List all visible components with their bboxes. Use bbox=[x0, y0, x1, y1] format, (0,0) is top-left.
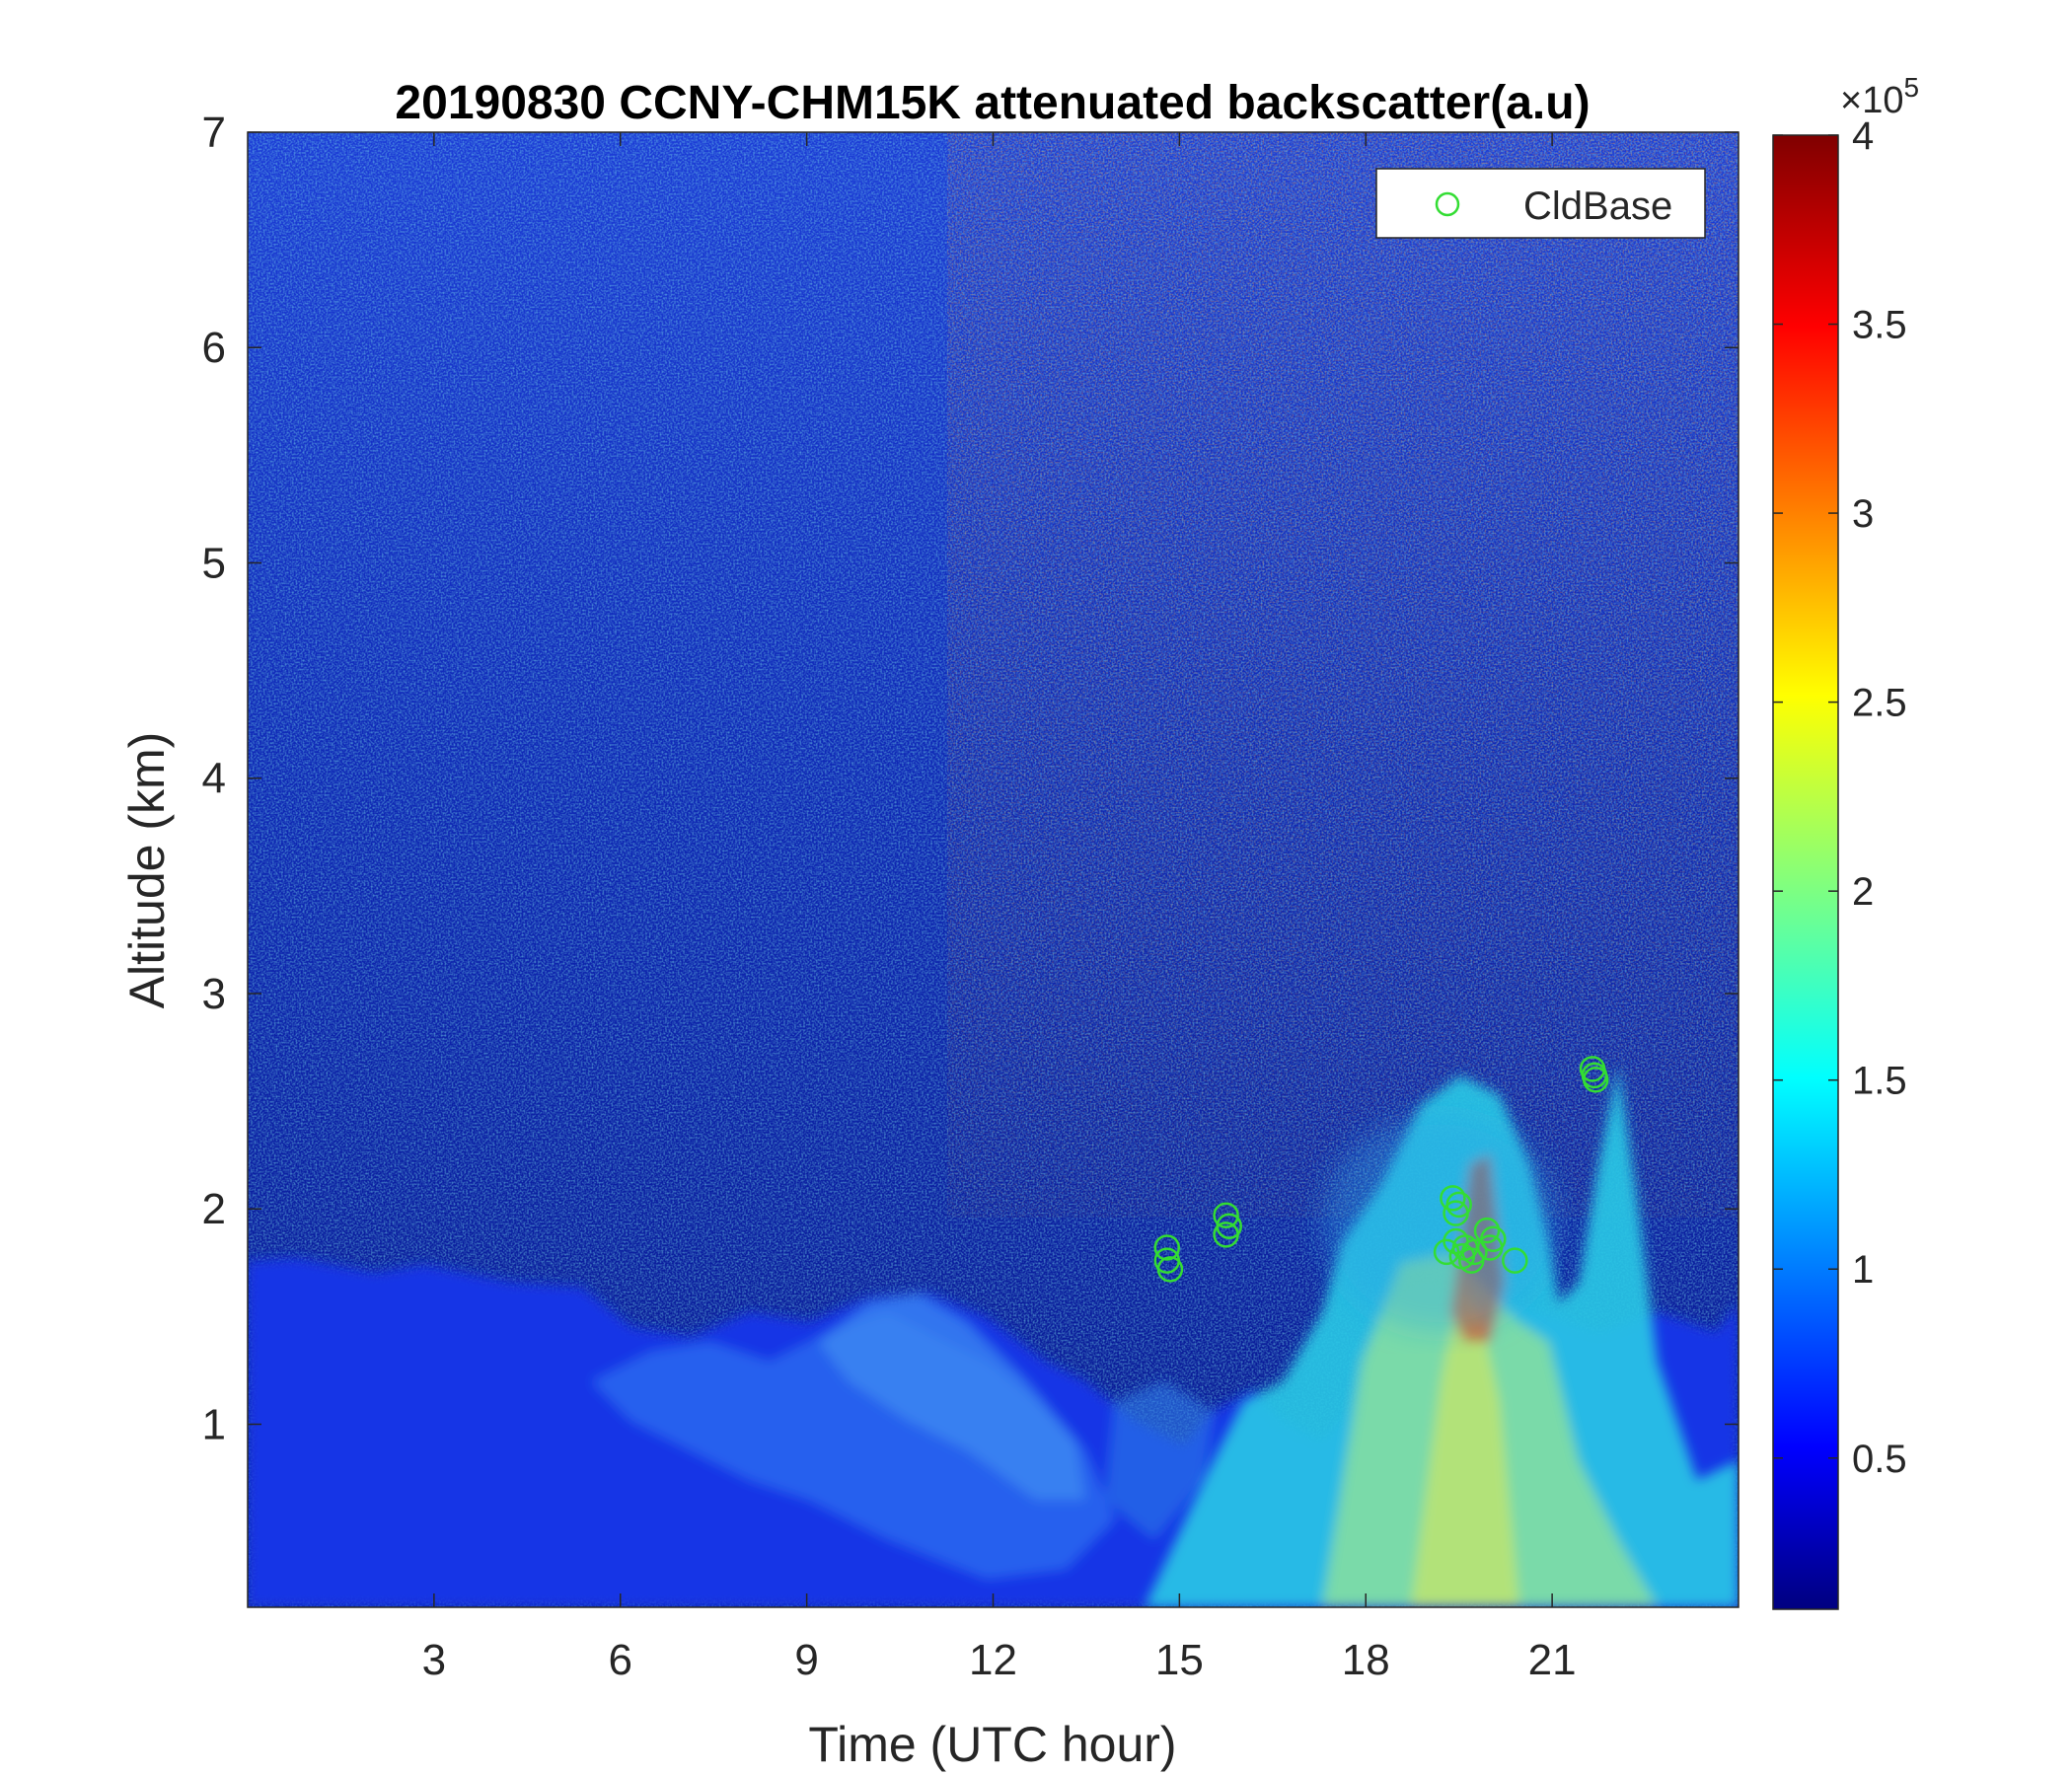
y-tick-label: 7 bbox=[202, 109, 226, 157]
legend-label: CldBase bbox=[1523, 185, 1672, 228]
y-tick-label: 5 bbox=[202, 539, 226, 587]
x-tick-label: 15 bbox=[1155, 1636, 1204, 1684]
cldbase-point bbox=[1213, 1221, 1239, 1248]
colorbar-tick-label: 1.5 bbox=[1852, 1060, 1907, 1103]
x-axis-ticks: 3 6 9 12 15 18 21 bbox=[422, 132, 1577, 1684]
y-tick-label: 4 bbox=[202, 755, 226, 803]
colorbar-gradient bbox=[1772, 134, 1839, 1610]
colorbar-tick-label: 3.5 bbox=[1852, 304, 1907, 347]
cldbase-point bbox=[1445, 1191, 1472, 1219]
x-tick-label: 6 bbox=[609, 1636, 632, 1684]
colorbar-tick-label: 3 bbox=[1852, 492, 1874, 536]
y-tick-label: 6 bbox=[202, 324, 226, 372]
colorbar-ticks: 0.5 1 1.5 2 2.5 3 3.5 4 bbox=[1773, 114, 1907, 1481]
x-tick-label: 9 bbox=[794, 1636, 818, 1684]
colorbar-tick-label: 0.5 bbox=[1852, 1438, 1907, 1481]
cldbase-point bbox=[1213, 1202, 1239, 1229]
chart-title: 20190830 CCNY-CHM15K attenuated backscat… bbox=[395, 77, 1590, 129]
colorbar-tick-label: 4 bbox=[1852, 114, 1874, 158]
y-tick-label: 3 bbox=[202, 970, 226, 1018]
y-axis-ticks: 1 2 3 4 5 6 7 bbox=[202, 109, 1739, 1448]
legend: CldBase bbox=[1375, 168, 1706, 239]
cldbase-markers bbox=[1153, 1056, 1609, 1283]
cldbase-point bbox=[1440, 1185, 1466, 1212]
legend-marker-icon bbox=[1435, 191, 1460, 217]
x-tick-label: 12 bbox=[969, 1636, 1017, 1684]
cldbase-point bbox=[1473, 1217, 1501, 1244]
colorbar-tick-label: 1 bbox=[1852, 1248, 1874, 1292]
colorbar-tick-label: 2.5 bbox=[1852, 682, 1907, 725]
x-tick-label: 18 bbox=[1342, 1636, 1390, 1684]
y-axis-label: Altitude (km) bbox=[119, 732, 175, 1009]
colorbar-tick-label: 2 bbox=[1852, 870, 1874, 914]
heatmap-image bbox=[248, 132, 1739, 1607]
x-tick-label: 3 bbox=[422, 1636, 446, 1684]
x-axis-label: Time (UTC hour) bbox=[808, 1717, 1176, 1772]
colorbar-exponent: ×105 bbox=[1840, 72, 1919, 121]
y-tick-label: 1 bbox=[202, 1400, 226, 1448]
cldbase-point bbox=[1153, 1234, 1181, 1261]
x-tick-label: 21 bbox=[1528, 1636, 1577, 1684]
cldbase-point bbox=[1581, 1062, 1608, 1089]
cldbase-point bbox=[1476, 1234, 1504, 1261]
cldbase-point bbox=[1461, 1238, 1488, 1266]
cldbase-point bbox=[1502, 1247, 1528, 1274]
colorbar: 0.5 1 1.5 2 2.5 3 3.5 4 ×105 bbox=[1772, 72, 1919, 1610]
cldbase-point bbox=[1156, 1256, 1184, 1283]
y-tick-label: 2 bbox=[202, 1185, 226, 1233]
